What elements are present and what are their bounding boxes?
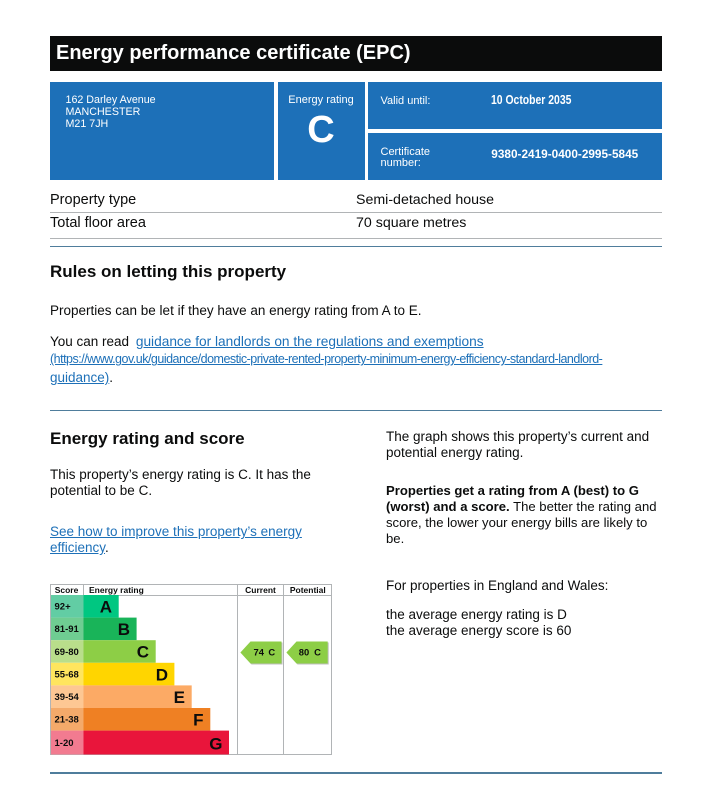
svg-text:Potential: Potential: [290, 585, 326, 595]
svg-text:Score: Score: [55, 585, 79, 595]
svg-text:C: C: [314, 646, 321, 657]
svg-text:C: C: [268, 646, 275, 657]
svg-text:F: F: [193, 710, 203, 729]
svg-text:D: D: [156, 665, 168, 684]
svg-text:1-20: 1-20: [55, 738, 74, 749]
svg-text:81-91: 81-91: [55, 624, 80, 635]
svg-text:69-80: 69-80: [55, 646, 79, 657]
svg-text:92+: 92+: [55, 601, 72, 612]
svg-text:G: G: [209, 734, 222, 753]
svg-text:55-68: 55-68: [55, 669, 79, 680]
svg-text:C: C: [137, 642, 149, 661]
svg-text:E: E: [174, 687, 185, 706]
svg-text:Current: Current: [245, 585, 276, 595]
svg-text:21-38: 21-38: [55, 714, 79, 725]
svg-text:Energy rating: Energy rating: [89, 585, 144, 595]
svg-text:74: 74: [254, 646, 265, 657]
svg-text:A: A: [100, 597, 112, 616]
svg-text:80: 80: [299, 646, 309, 657]
svg-text:B: B: [118, 620, 130, 639]
svg-text:39-54: 39-54: [55, 692, 80, 703]
